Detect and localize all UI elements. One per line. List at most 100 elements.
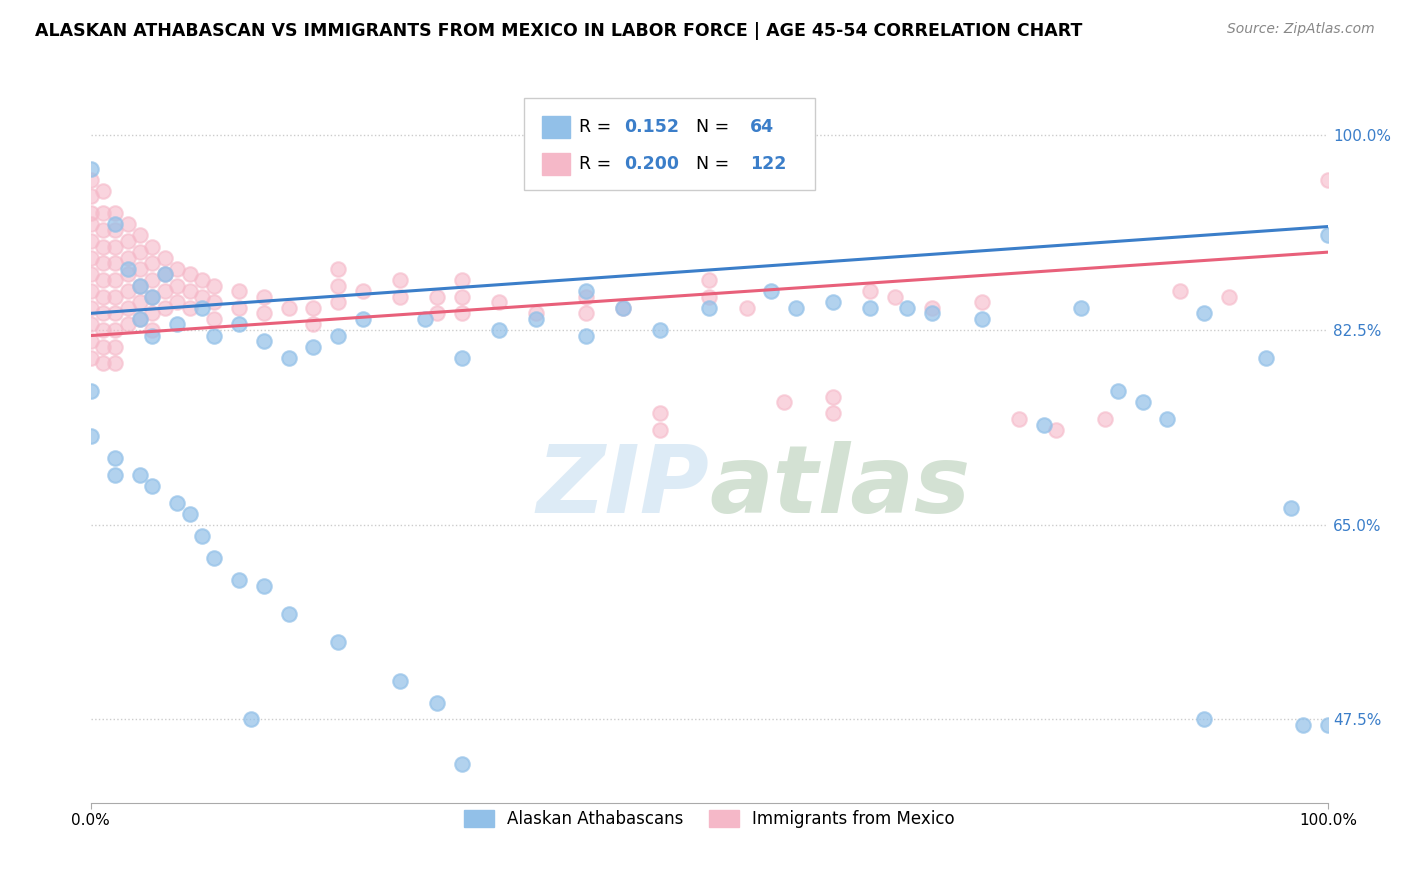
Point xyxy=(104,450,127,465)
Point xyxy=(104,467,127,482)
Point xyxy=(451,757,474,772)
Point xyxy=(117,268,139,282)
Point xyxy=(79,334,101,348)
Point xyxy=(117,318,139,332)
Point xyxy=(277,607,299,621)
Point xyxy=(277,351,299,365)
Text: ZIP: ZIP xyxy=(537,442,710,533)
Point xyxy=(104,217,127,231)
Point xyxy=(451,290,474,304)
Point xyxy=(166,295,188,310)
Point xyxy=(117,234,139,248)
Point xyxy=(202,312,225,326)
Point xyxy=(104,290,127,304)
Point xyxy=(970,312,993,326)
Point xyxy=(179,507,201,521)
Point xyxy=(202,295,225,310)
Point xyxy=(91,356,114,370)
Point xyxy=(79,428,101,442)
Point xyxy=(228,301,250,315)
Point xyxy=(648,423,671,437)
Point xyxy=(352,312,374,326)
Point xyxy=(79,217,101,231)
Point xyxy=(129,245,152,260)
Text: ALASKAN ATHABASCAN VS IMMIGRANTS FROM MEXICO IN LABOR FORCE | AGE 45-54 CORRELAT: ALASKAN ATHABASCAN VS IMMIGRANTS FROM ME… xyxy=(35,22,1083,40)
Point xyxy=(129,278,152,293)
Point xyxy=(524,312,547,326)
Point xyxy=(153,268,176,282)
Point xyxy=(129,278,152,293)
Point xyxy=(91,273,114,287)
Point xyxy=(896,301,918,315)
Point xyxy=(91,306,114,320)
Point xyxy=(1194,713,1216,727)
Point xyxy=(823,407,845,421)
Point xyxy=(388,273,411,287)
Point xyxy=(859,301,882,315)
Point xyxy=(141,239,163,253)
Point xyxy=(166,278,188,293)
Point xyxy=(191,290,214,304)
Point xyxy=(179,284,201,298)
Point xyxy=(575,290,598,304)
Point xyxy=(302,340,325,354)
Point xyxy=(179,268,201,282)
Point xyxy=(104,256,127,270)
Point xyxy=(253,290,276,304)
Text: 0.152: 0.152 xyxy=(624,119,679,136)
Point xyxy=(129,295,152,310)
Point xyxy=(426,290,449,304)
Point xyxy=(104,206,127,220)
Point xyxy=(104,356,127,370)
Point xyxy=(91,184,114,198)
Point xyxy=(79,351,101,365)
Point xyxy=(202,278,225,293)
Point xyxy=(166,318,188,332)
Text: Source: ZipAtlas.com: Source: ZipAtlas.com xyxy=(1227,22,1375,37)
Point xyxy=(91,340,114,354)
Point xyxy=(104,340,127,354)
Point xyxy=(735,301,758,315)
Point xyxy=(104,323,127,337)
Point xyxy=(153,268,176,282)
Point xyxy=(228,574,250,588)
Point xyxy=(326,328,349,343)
Point xyxy=(326,295,349,310)
Point xyxy=(1292,718,1315,732)
Bar xyxy=(543,116,569,138)
Point xyxy=(884,290,907,304)
Point xyxy=(451,273,474,287)
Point xyxy=(1256,351,1278,365)
Point xyxy=(1045,423,1067,437)
Point xyxy=(141,323,163,337)
Point xyxy=(117,261,139,276)
Point xyxy=(104,223,127,237)
Point xyxy=(326,261,349,276)
Point xyxy=(575,306,598,320)
Point xyxy=(91,323,114,337)
Point xyxy=(1094,412,1116,426)
Point xyxy=(524,306,547,320)
Point xyxy=(202,551,225,566)
Point xyxy=(1156,412,1178,426)
Point xyxy=(79,284,101,298)
Point xyxy=(488,295,510,310)
Point xyxy=(91,223,114,237)
Point xyxy=(141,479,163,493)
Point xyxy=(1317,173,1340,187)
Point xyxy=(228,318,250,332)
Point xyxy=(141,256,163,270)
Point xyxy=(202,328,225,343)
Text: R =: R = xyxy=(579,119,617,136)
Point xyxy=(612,301,634,315)
Point xyxy=(1317,718,1340,732)
Point xyxy=(253,579,276,593)
Point xyxy=(699,301,721,315)
Point xyxy=(648,323,671,337)
Point xyxy=(79,318,101,332)
Point xyxy=(326,278,349,293)
Point xyxy=(104,239,127,253)
Point xyxy=(388,673,411,688)
Point xyxy=(129,312,152,326)
Point xyxy=(699,273,721,287)
